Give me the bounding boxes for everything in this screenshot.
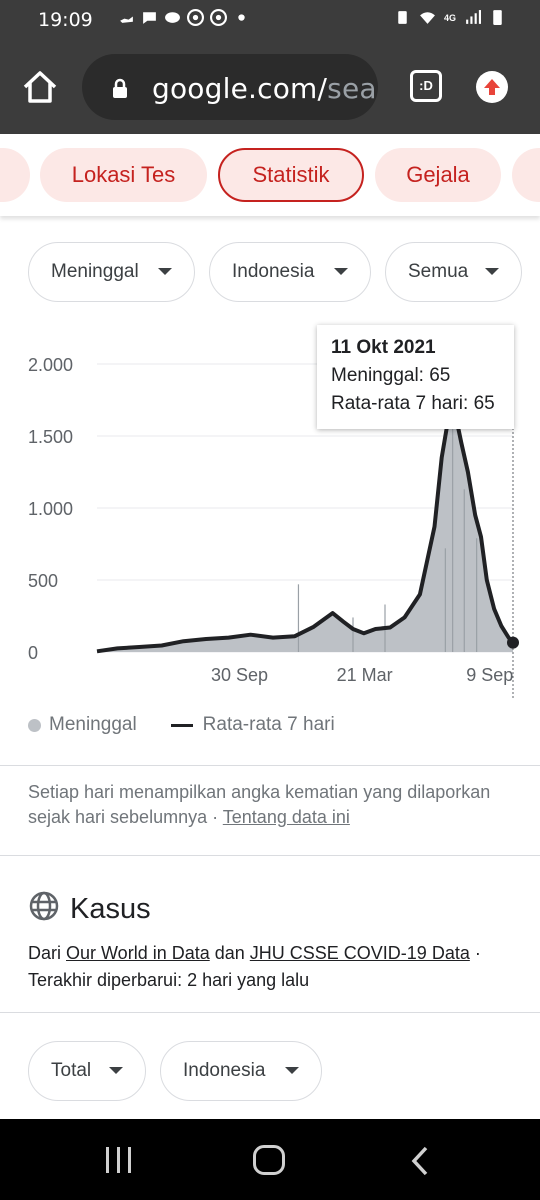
deaths-chart[interactable]: 2.000 1.500 1.000 500 0 30 Sep 21 Mar 9 Sep: [0, 320, 540, 700]
source-separator: ·: [469, 943, 481, 963]
back-icon[interactable]: [406, 1145, 434, 1177]
status-bar: 19:09 4G: [0, 0, 540, 40]
about-data-link[interactable]: Tentang data ini: [222, 807, 350, 827]
update-icon: [484, 79, 500, 95]
caret-down-icon: [285, 1067, 299, 1074]
kasus-region-label: Indonesia: [183, 1060, 266, 1081]
recents-icon[interactable]: [104, 1147, 134, 1173]
chart-svg: 2.000 1.500 1.000 500 0 30 Sep 21 Mar 9 Sep: [28, 355, 519, 698]
note-separator: ·: [207, 807, 223, 827]
chart-tooltip: 11 Okt 2021 Meninggal: 65 Rata-rata 7 ha…: [317, 325, 514, 429]
y-tick-label: 500: [28, 571, 58, 591]
tab-previous-partial[interactable]: [0, 148, 30, 202]
caret-down-icon: [485, 268, 499, 275]
topic-tabs: Lokasi Tes Statistik Gejala: [0, 134, 540, 216]
legend-daily-label: Meninggal: [49, 714, 137, 735]
message-icon: [143, 12, 156, 24]
tab-next-partial[interactable]: [512, 148, 540, 202]
chrome-icon: [187, 9, 204, 26]
region-dropdown[interactable]: Indonesia: [209, 242, 371, 302]
x-tick-label: 30 Sep: [211, 665, 268, 685]
divider: [0, 765, 540, 766]
caret-down-icon: [109, 1067, 123, 1074]
x-tick-label: 21 Mar: [337, 665, 393, 685]
tab-statistik[interactable]: Statistik: [218, 148, 364, 202]
url-path: sea: [327, 72, 377, 105]
home-icon[interactable]: [20, 67, 60, 107]
divider: [0, 1012, 540, 1013]
legend-average-label: Rata-rata 7 hari: [202, 714, 335, 735]
data-note: Setiap hari menampilkan angka kematian y…: [28, 780, 518, 830]
kasus-metric-dropdown[interactable]: Total: [28, 1041, 146, 1101]
globe-icon: [29, 891, 59, 921]
chart-legend: Meninggal Rata-rata 7 hari: [28, 712, 335, 738]
source-prefix: Dari: [28, 943, 67, 963]
scope-dropdown-label: Semua: [408, 261, 469, 282]
battery-icon: [493, 10, 502, 25]
note-text: Setiap hari menampilkan angka kematian y…: [28, 782, 491, 827]
caret-down-icon: [158, 268, 172, 275]
system-nav-bar: [0, 1119, 540, 1200]
tab-lokasi-tes[interactable]: Lokasi Tes: [40, 148, 207, 202]
url-text: google.com/sea: [152, 72, 377, 105]
chrome-icon: [210, 9, 227, 26]
y-tick-label: 1.000: [28, 499, 73, 519]
y-tick-label: 2.000: [28, 355, 73, 375]
caret-down-icon: [334, 268, 348, 275]
network-type: 4G: [443, 12, 456, 23]
tooltip-date: 11 Okt 2021: [331, 337, 436, 358]
wifi-icon: [420, 12, 435, 24]
scope-dropdown[interactable]: Semua: [385, 242, 522, 302]
metric-dropdown-label: Meninggal: [51, 261, 139, 282]
update-button[interactable]: [476, 71, 508, 103]
divider: [0, 855, 540, 856]
home-nav-icon[interactable]: [253, 1145, 285, 1175]
data-sources: Dari Our World in Data dan JHU CSSE COVI…: [28, 940, 518, 994]
signal-icon: [466, 10, 481, 24]
y-tick-label: 0: [28, 643, 38, 663]
status-time: 19:09: [38, 9, 93, 31]
tooltip-average: Rata-rata 7 hari: 65: [331, 393, 495, 414]
x-tick-label: 9 Sep: [466, 665, 513, 685]
source-link-owid[interactable]: Our World in Data: [66, 943, 210, 963]
metric-dropdown[interactable]: Meninggal: [28, 242, 195, 302]
legend-average-marker: [170, 723, 193, 727]
daily-deaths-area: [97, 404, 513, 652]
source-and: dan: [209, 943, 250, 963]
section-title: Kasus: [70, 893, 151, 925]
url-bar[interactable]: google.com/sea: [82, 54, 378, 120]
tooltip-daily: Meninggal: 65: [331, 365, 451, 386]
hand-icon: [120, 16, 133, 23]
y-tick-label: 1.500: [28, 427, 73, 447]
selected-point: [507, 636, 519, 649]
lock-icon: [113, 78, 127, 98]
region-dropdown-label: Indonesia: [232, 261, 315, 282]
kasus-region-dropdown[interactable]: Indonesia: [160, 1041, 322, 1101]
url-domain: google.com/: [152, 72, 328, 105]
bowl-icon: [165, 12, 180, 23]
system-icons: 4G: [394, 9, 506, 26]
legend-daily-marker: [28, 718, 41, 732]
source-link-jhu[interactable]: JHU CSSE COVID-19 Data: [249, 943, 470, 963]
battery-saver-icon: [398, 11, 407, 24]
last-updated: Terakhir diperbarui: 2 hari yang lalu: [28, 970, 310, 990]
tab-gejala[interactable]: Gejala: [375, 148, 501, 202]
average-line: [96, 412, 515, 654]
notification-icons: [118, 9, 250, 26]
browser-toolbar: google.com/sea :D: [0, 40, 540, 134]
dot-icon: [238, 14, 245, 21]
tab-switcher-button[interactable]: :D: [410, 70, 442, 102]
kasus-metric-label: Total: [51, 1060, 92, 1081]
